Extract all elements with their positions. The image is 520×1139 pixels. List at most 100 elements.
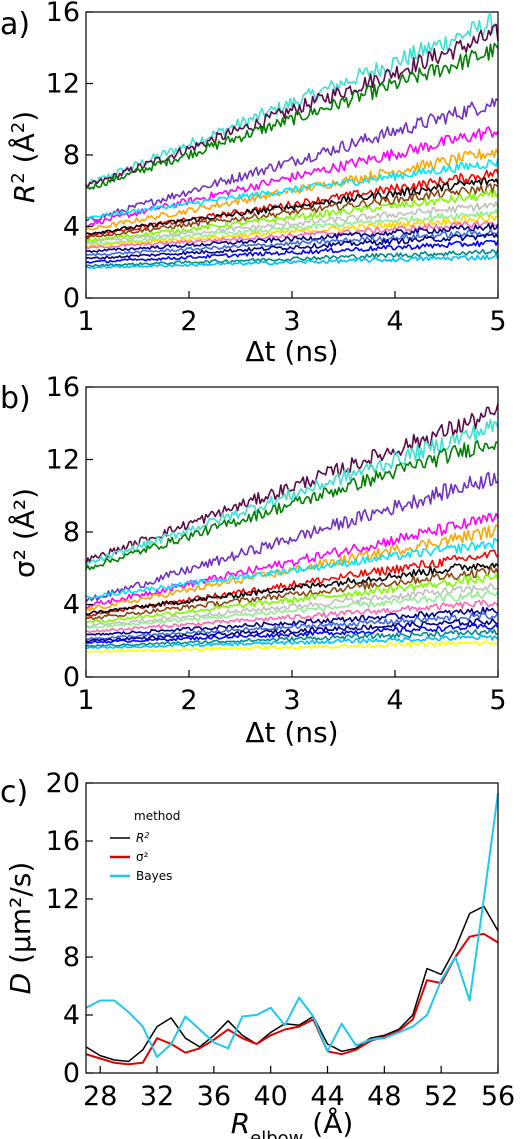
panel-c-xtick-label-5: 48 (367, 1081, 401, 1112)
panel-b-series-5 (85, 524, 499, 612)
panel-b-series-2 (85, 440, 499, 571)
panel-a-series-3 (85, 98, 499, 222)
panel-a-series-6 (85, 158, 499, 220)
panel-c-xtick-label-4: 44 (310, 1081, 344, 1112)
panel-a-xtick-label-0: 1 (77, 306, 94, 337)
panel-b-series-10 (85, 573, 499, 624)
panel-c-xtick-label-0: 28 (83, 1081, 117, 1112)
panel-a-xlabel: Δt (ns) (245, 335, 338, 368)
panel-a-series-8 (85, 177, 499, 235)
panel-b-series-17 (85, 623, 499, 644)
panel-b-ytick-label-3: 12 (46, 445, 80, 476)
panel-a-ylabel-symbol: R (8, 184, 41, 203)
panel-a-series-0 (85, 13, 499, 187)
panel-a-series (85, 13, 499, 270)
panel-a-series-13 (85, 213, 499, 248)
panel-a-ytick-label-3: 12 (46, 69, 80, 100)
panel-a-label: a) (0, 7, 30, 42)
panel-a-series-10 (85, 189, 499, 242)
panel-b-xtick-label-3: 4 (386, 685, 403, 716)
legend-title: method (134, 809, 180, 823)
panel-c-ytick-label-4: 16 (46, 826, 80, 857)
legend: method R2 σ² Bayes (110, 809, 180, 883)
panel-b-ytick-label-0: 0 (63, 662, 80, 693)
panel-c-xtick-label-3: 40 (254, 1081, 288, 1112)
panel-c-xlabel-sub: elbow (250, 1128, 303, 1139)
panel-a-xtick-label-1: 2 (180, 306, 197, 337)
panel-c-xtick-label-7: 56 (481, 1081, 515, 1112)
panel-a-ylabel-unit-sup: 2 (8, 122, 29, 133)
panel-c-series-0 (85, 905, 499, 1063)
panel-c-ytick-label-2: 8 (63, 942, 80, 973)
panel-b-series-13 (85, 599, 499, 634)
panel-a-ytick-label-2: 8 (63, 140, 80, 171)
panel-c-ylabel: D (μm²/s) (4, 862, 37, 995)
panel-c-series-1 (85, 932, 499, 1066)
panel-a-series-9 (85, 183, 499, 240)
panel-a-xtick-label-4: 5 (489, 306, 506, 337)
panel-a-ylabel: R2 (Å2) (7, 111, 41, 203)
panel-c-xlabel-unit: (Å) (303, 1106, 353, 1139)
panel-b-series-3 (85, 471, 499, 603)
panel-a-xtick-label-2: 3 (283, 306, 300, 337)
panel-b-ytick-label-4: 16 (46, 372, 80, 403)
panel-a-xtick-label-3: 4 (386, 306, 403, 337)
panel-b-series-18 (85, 628, 499, 648)
panel-c-label: c) (0, 775, 28, 810)
panel-c-xtick-label-2: 36 (197, 1081, 231, 1112)
panel-b-series-20 (85, 640, 499, 654)
panel-c-ytick-label-3: 12 (46, 884, 80, 915)
panel-b-series (85, 403, 499, 654)
panel-a-series-20 (86, 253, 499, 270)
panel-c-ylabel-symbol: D (4, 973, 37, 995)
panel-b-series-8 (85, 562, 499, 616)
panel-c-series-2 (85, 792, 499, 1058)
panel-a-ytick-label-1: 4 (63, 212, 80, 243)
legend-label-r2: R2 (136, 831, 149, 846)
panel-a-ytick-label-4: 16 (46, 0, 80, 28)
panel-b-ylabel: σ² (Å²) (7, 488, 41, 578)
panel-a-ytick-label-0: 0 (63, 283, 80, 314)
panel-b-label: b) (0, 381, 31, 416)
panel-a-ylabel-unit: (Å (7, 133, 41, 172)
panel-a-series-15 (85, 223, 499, 253)
panel-b-series-11 (85, 582, 499, 628)
panel-a-series-5 (85, 148, 499, 231)
panel-c-series (85, 792, 499, 1066)
panel-c-ytick-label-1: 4 (63, 1000, 80, 1031)
panel-a-series-12 (85, 208, 499, 246)
panel-a-series-19 (85, 248, 499, 268)
panel-a-series-1 (85, 23, 499, 189)
legend-label-sigma2: σ² (136, 850, 149, 864)
panel-c-xlabel-symbol: R (231, 1107, 250, 1139)
panel-c-ylabel-unit: (μm²/s) (4, 862, 37, 973)
panel-b-series-6 (85, 537, 499, 599)
panel-a-series-18 (85, 239, 499, 264)
legend-label-bayes: Bayes (136, 869, 172, 883)
panel-b-xtick-label-0: 1 (77, 685, 94, 716)
panel-c-ytick-label-0: 0 (63, 1058, 80, 1089)
panel-c-frame (85, 782, 499, 1074)
panel-b-series-15 (85, 611, 499, 641)
panel-b-series-14 (85, 606, 499, 636)
panel-c-ytick-label-5: 20 (46, 768, 80, 799)
panel-b-series-19 (85, 634, 499, 650)
panel-b-series-12 (85, 590, 499, 630)
panel-c-xlabel: Relbow (Å) (231, 1106, 354, 1139)
panel-a-series-14 (85, 220, 499, 250)
panel-b-xtick-label-4: 5 (489, 685, 506, 716)
panel-a-ylabel-sup: 2 (8, 172, 29, 183)
panel-c-xtick-label-6: 52 (424, 1081, 458, 1112)
panel-a-series-17 (85, 233, 499, 260)
panel-a-series-2 (85, 42, 499, 190)
panel-c-xtick-label-1: 32 (140, 1081, 174, 1112)
panel-b-ytick-label-1: 4 (63, 590, 80, 621)
panel-a-ylabel-close: ) (8, 111, 41, 122)
